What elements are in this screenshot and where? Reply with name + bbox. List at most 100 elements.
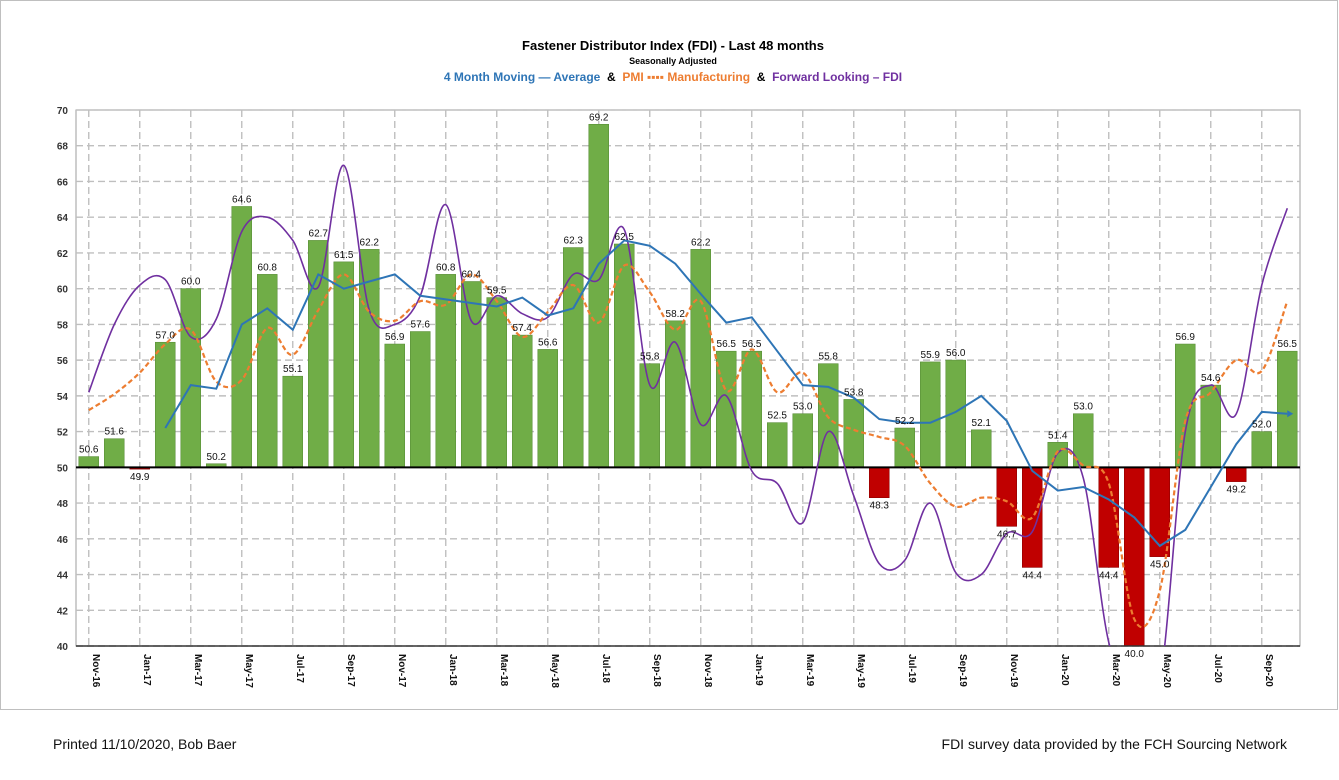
legend-entry: FDI [883, 70, 902, 84]
fdi-bar [231, 206, 252, 468]
y-tick-label: 54 [57, 392, 69, 403]
x-tick-label: Jan-19 [753, 654, 764, 686]
x-tick-label: Mar-19 [804, 654, 815, 687]
legend-entry: – [873, 70, 883, 84]
fdi-data-label: 46.7 [997, 529, 1017, 540]
fdi-data-label: 52.2 [895, 416, 915, 427]
fdi-bar [537, 349, 558, 468]
fdi-data-label: 44.4 [1023, 570, 1043, 581]
y-tick-label: 58 [57, 320, 69, 331]
fdi-data-label: 62.2 [691, 237, 711, 248]
x-tick-label: May-18 [549, 654, 560, 688]
fdi-data-label: 64.6 [232, 194, 252, 205]
y-tick-label: 52 [57, 428, 69, 439]
fdi-bar [104, 438, 125, 468]
fdi-data-label: 50.6 [79, 445, 99, 456]
fdi-data-label: 56.9 [1176, 332, 1196, 343]
fdi-data-label: 60.8 [258, 262, 278, 273]
fdi-bar [588, 123, 609, 468]
fdi-data-label: 57.6 [411, 320, 431, 331]
fdi-data-label: 62.2 [360, 237, 380, 248]
fdi-data-label: 57.4 [513, 323, 533, 334]
x-tick-label: May-19 [855, 654, 866, 688]
fdi-data-label: 56.0 [946, 348, 966, 359]
legend-entry: ▪▪▪▪ [647, 70, 667, 84]
y-tick-label: 44 [57, 571, 69, 582]
fdi-bar [1277, 350, 1298, 468]
fdi-data-label: 62.7 [309, 228, 329, 239]
fdi-data-label: 55.8 [640, 352, 660, 363]
fdi-data-label: 56.5 [1278, 339, 1298, 350]
legend-entry: Forward Looking [772, 70, 873, 84]
fdi-bar [1175, 343, 1196, 468]
x-tick-label: Nov-19 [1008, 654, 1019, 688]
fdi-data-label: 62.3 [564, 236, 584, 247]
x-tick-label: Sep-17 [345, 654, 356, 687]
fdi-data-label: 44.4 [1099, 570, 1119, 581]
fdi-data-label: 55.1 [283, 364, 303, 375]
x-tick-label: Nov-17 [396, 654, 407, 688]
fdi-data-label: 52.5 [768, 411, 788, 422]
x-tick-label: Mar-17 [192, 654, 203, 687]
fdi-bar [282, 375, 303, 468]
x-tick-label: Nov-18 [702, 654, 713, 688]
x-tick-label: Jan-17 [141, 654, 152, 686]
y-tick-label: 66 [57, 177, 69, 188]
fdi-data-label: 61.5 [334, 250, 354, 261]
x-tick-label: Mar-18 [498, 654, 509, 687]
series-lines [88, 164, 1294, 646]
y-tick-label: 46 [57, 535, 69, 546]
fdi-data-label: 52.0 [1252, 420, 1272, 431]
fdi-bar [894, 427, 915, 468]
x-tick-label: Sep-19 [957, 654, 968, 687]
fdi-bar [843, 399, 864, 468]
x-tick-label: Jul-18 [600, 654, 611, 683]
y-tick-label: 70 [57, 106, 69, 117]
fdi-data-label: 51.6 [105, 427, 125, 438]
fdi-bar [1149, 467, 1170, 557]
legend-entry: — [539, 70, 554, 84]
fdi-bar [78, 456, 99, 468]
chart-title: Fastener Distributor Index (FDI) - Last … [522, 38, 824, 53]
fdi-data-label: 53.0 [1074, 402, 1094, 413]
pmi-line [88, 263, 1289, 629]
legend-entry: & [750, 70, 772, 84]
y-tick-label: 50 [57, 463, 69, 474]
fdi-data-label: 45.0 [1150, 560, 1170, 571]
x-tick-label: Sep-20 [1263, 654, 1274, 687]
fdi-bar [945, 359, 966, 468]
fdi-bar [180, 288, 201, 468]
fdi-bar [690, 249, 711, 468]
fdi-data-label: 52.1 [972, 418, 992, 429]
fdi-bar [461, 281, 482, 468]
y-tick-label: 56 [57, 356, 69, 367]
y-tick-label: 42 [57, 606, 69, 617]
fdi-data-label: 60.8 [436, 262, 456, 273]
x-tick-label: Jan-20 [1059, 654, 1070, 686]
fdi-data-label: 53.0 [793, 402, 813, 413]
fdi-bar [971, 429, 992, 468]
fdi-data-label: 59.5 [487, 286, 507, 297]
fdi-bar [767, 422, 788, 468]
fdi-data-label: 49.9 [130, 472, 150, 483]
x-tick-label: Jan-18 [447, 654, 458, 686]
fdi-bar [384, 343, 405, 468]
moving-average-line [164, 239, 1288, 548]
fdi-bar [410, 331, 431, 468]
x-tick-label: Jul-20 [1212, 654, 1223, 683]
legend-entry: 4 Month Moving [444, 70, 539, 84]
x-tick-label: Sep-18 [651, 654, 662, 687]
y-tick-label: 64 [57, 213, 69, 224]
fdi-data-label: 56.9 [385, 332, 405, 343]
fdi-bar [563, 247, 584, 468]
fdi-bar [257, 274, 278, 468]
fdi-data-label: 48.3 [870, 501, 890, 512]
legend-entry: PMI [622, 70, 647, 84]
fdi-data-label: 49.2 [1227, 485, 1247, 496]
fdi-bar [996, 467, 1017, 527]
fdi-bar [639, 363, 660, 468]
x-tick-label: Jul-17 [294, 654, 305, 683]
x-tick-label: Mar-20 [1110, 654, 1121, 687]
legend: 4 Month Moving — Average & PMI ▪▪▪▪ Manu… [444, 70, 902, 84]
fdi-bar [155, 341, 176, 468]
